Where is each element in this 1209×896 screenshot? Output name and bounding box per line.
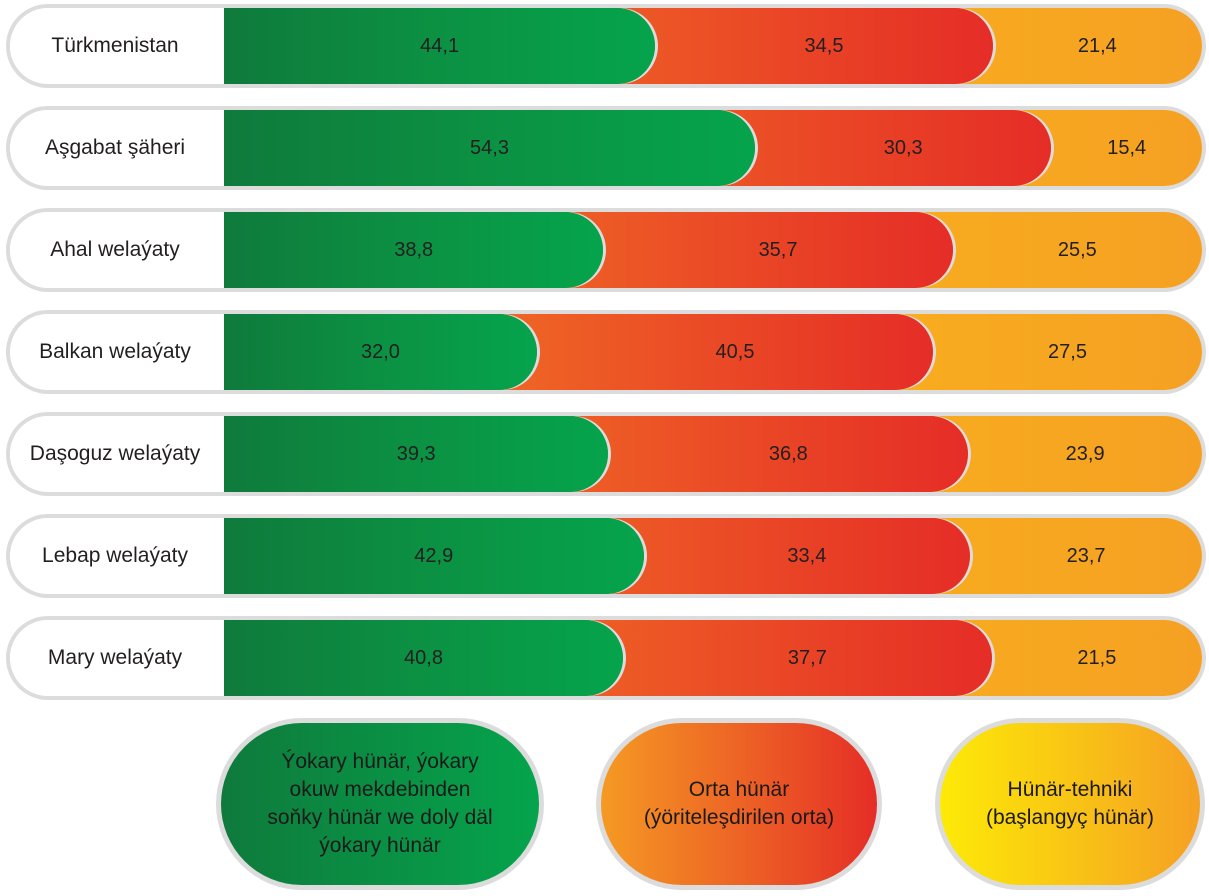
- bar-row-inner: Ahal welaýaty 25,5 35,7 38,8: [10, 212, 1202, 288]
- data-label-yellow: 21,4: [1077, 34, 1117, 57]
- data-label-orange: 37,7: [787, 646, 827, 669]
- data-label-green: 32,0: [361, 340, 400, 363]
- data-label-orange: 33,4: [787, 544, 827, 567]
- bar-segment-green: 38,8: [224, 212, 604, 288]
- bar-stack: 15,4 30,3 54,3: [224, 110, 1202, 186]
- bar-segment-green: 54,3: [224, 110, 756, 186]
- category-label: Balkan welaýaty: [10, 314, 220, 390]
- data-label-orange: 35,7: [758, 238, 798, 261]
- bar-stack: 23,9 36,8 39,3: [224, 416, 1202, 492]
- bar-row-inner: Mary welaýaty 21,5 37,7 40,8: [10, 620, 1202, 696]
- category-label: Aşgabat şäheri: [10, 110, 220, 186]
- data-label-orange: 34,5: [804, 34, 844, 57]
- data-label-yellow: 25,5: [1057, 238, 1097, 261]
- bar-row: Lebap welaýaty 23,7 33,4 42,9: [6, 514, 1206, 598]
- bar-segment-green: 39,3: [224, 416, 609, 492]
- data-label-yellow: 23,7: [1066, 544, 1106, 567]
- legend-label-higher: Ýokary hünär, ýokary okuw mekdebinden so…: [221, 723, 539, 885]
- stacked-bar-chart: Türkmenistan 21,4 34,5 44,1 Aşgabat şäheri 15…: [6, 4, 1206, 700]
- bar-row: Ahal welaýaty 25,5 35,7 38,8: [6, 208, 1206, 292]
- bar-stack: 27,5 40,5 32,0: [224, 314, 1202, 390]
- legend-label-primary: Hünär-tehniki (başlangyç hünär): [940, 723, 1200, 885]
- category-label: Daşoguz welaýaty: [10, 416, 220, 492]
- bar-row-inner: Aşgabat şäheri 15,4 30,3 54,3: [10, 110, 1202, 186]
- legend-item-primary: Hünär-tehniki (başlangyç hünär): [935, 718, 1205, 890]
- bar-row: Mary welaýaty 21,5 37,7 40,8: [6, 616, 1206, 700]
- bar-stack: 23,7 33,4 42,9: [224, 518, 1202, 594]
- bar-row: Balkan welaýaty 27,5 40,5 32,0: [6, 310, 1206, 394]
- legend-item-higher: Ýokary hünär, ýokary okuw mekdebinden so…: [216, 718, 544, 890]
- bar-row: Daşoguz welaýaty 23,9 36,8 39,3: [6, 412, 1206, 496]
- category-label: Lebap welaýaty: [10, 518, 220, 594]
- category-label: Ahal welaýaty: [10, 212, 220, 288]
- data-label-yellow: 21,5: [1077, 646, 1117, 669]
- bar-segment-green: 44,1: [224, 8, 656, 84]
- data-label-yellow: 27,5: [1048, 340, 1087, 363]
- data-label-green: 38,8: [394, 238, 434, 261]
- bar-segment-green: 40,8: [224, 620, 624, 696]
- bar-row: Aşgabat şäheri 15,4 30,3 54,3: [6, 106, 1206, 190]
- data-label-orange: 40,5: [715, 340, 755, 363]
- bar-row-inner: Türkmenistan 21,4 34,5 44,1: [10, 8, 1202, 84]
- bar-row-inner: Daşoguz welaýaty 23,9 36,8 39,3: [10, 416, 1202, 492]
- bar-stack: 21,5 37,7 40,8: [224, 620, 1202, 696]
- data-label-green: 42,9: [414, 544, 454, 567]
- data-label-yellow: 15,4: [1107, 136, 1147, 159]
- bar-segment-green: 32,0: [224, 314, 537, 390]
- bar-row-inner: Lebap welaýaty 23,7 33,4 42,9: [10, 518, 1202, 594]
- legend-item-secondary: Orta hünär (ýöriteleşdirilen orta): [596, 718, 882, 890]
- data-label-orange: 30,3: [883, 136, 923, 159]
- data-label-green: 44,1: [420, 34, 460, 57]
- data-label-yellow: 23,9: [1065, 442, 1105, 465]
- data-label-orange: 36,8: [768, 442, 808, 465]
- data-label-green: 40,8: [404, 646, 443, 669]
- bar-segment-green: 42,9: [224, 518, 644, 594]
- data-label-green: 39,3: [396, 442, 436, 465]
- data-label-green: 54,3: [470, 136, 509, 159]
- legend-label-secondary: Orta hünär (ýöriteleşdirilen orta): [601, 723, 877, 885]
- bar-row: Türkmenistan 21,4 34,5 44,1: [6, 4, 1206, 88]
- bar-row-inner: Balkan welaýaty 27,5 40,5 32,0: [10, 314, 1202, 390]
- category-label: Türkmenistan: [10, 8, 220, 84]
- category-label: Mary welaýaty: [10, 620, 220, 696]
- bar-stack: 21,4 34,5 44,1: [224, 8, 1202, 84]
- bar-stack: 25,5 35,7 38,8: [224, 212, 1202, 288]
